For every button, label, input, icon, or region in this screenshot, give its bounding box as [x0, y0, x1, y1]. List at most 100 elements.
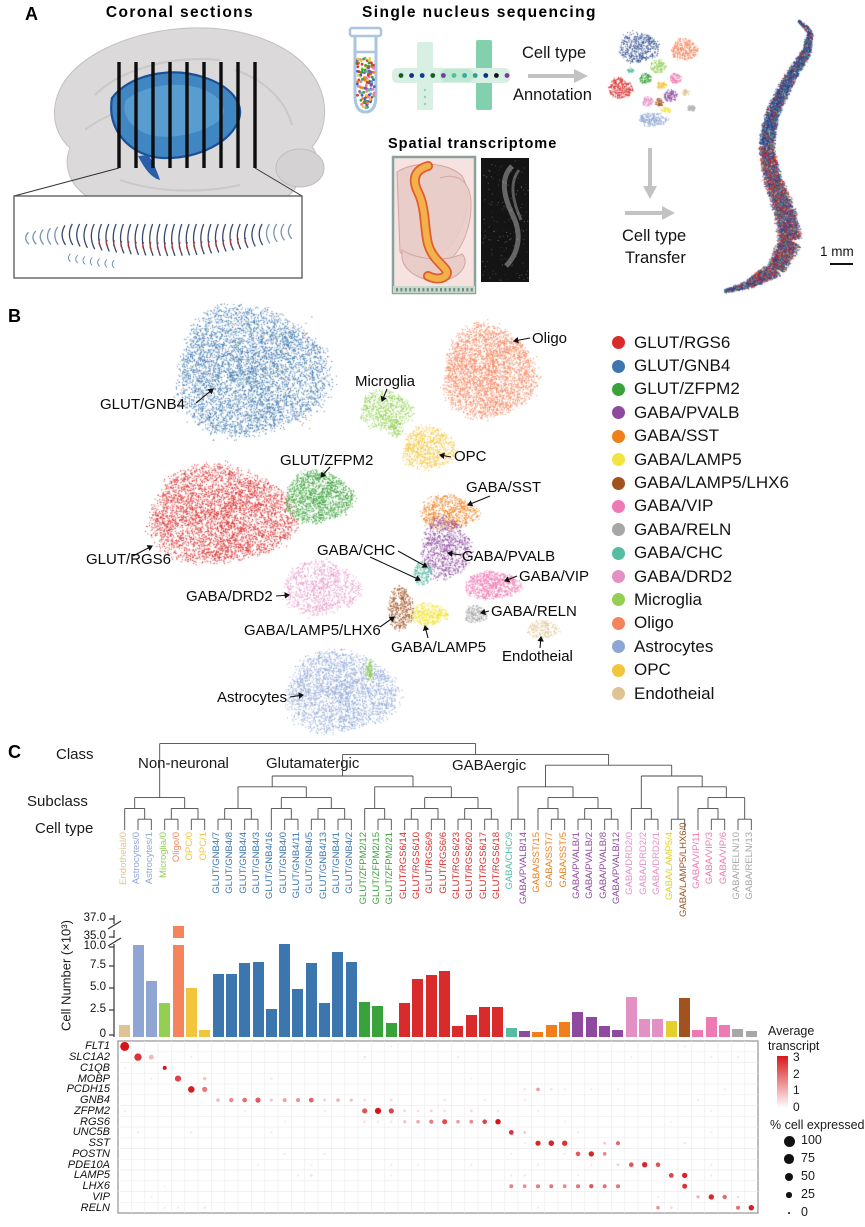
legend-item: GABA/LAMP5 [612, 448, 789, 471]
legend-dot-icon [612, 523, 625, 537]
bar [252, 962, 264, 1037]
gene-label: POSTN [72, 1147, 110, 1160]
single-nucleus-title: Single nucleus sequencing [362, 4, 597, 21]
umap-label-oligo: Oligo [532, 330, 568, 347]
size-legend-dot-icon [785, 1173, 793, 1181]
bar [465, 1014, 477, 1037]
bar [185, 988, 197, 1037]
legend-label: GLUT/RGS6 [634, 332, 731, 352]
legend-item: Microglia [612, 588, 789, 611]
transfer-text-1: Cell type [622, 227, 687, 245]
bar [479, 1007, 491, 1037]
spatial-celltype-map [710, 5, 865, 305]
bar-axis-tick: 2.5 [90, 1003, 106, 1015]
legend-item: GABA/SST [612, 425, 789, 448]
umap-label-glut-zfpm2: GLUT/ZFPM2 [280, 452, 374, 469]
annotation-text-2: Annotation [513, 86, 592, 104]
gene-label: PCDH15 [66, 1083, 110, 1096]
size-legend-dot-icon [784, 1154, 794, 1164]
legend-dot-icon [612, 640, 625, 654]
subclass-row-label: Subclass [27, 793, 88, 810]
legend-dot-icon [612, 687, 625, 701]
legend-label: GABA/LAMP5 [634, 449, 742, 469]
bar-axis-tick: 37.0 [83, 912, 106, 924]
legend-dot-icon [612, 406, 625, 420]
gene-label: SST [88, 1137, 110, 1150]
bar [119, 1025, 131, 1037]
gene-label: VIP [92, 1190, 110, 1203]
bar [199, 1029, 211, 1037]
legend-label: GABA/SST [634, 426, 720, 446]
bar-broken-main [172, 945, 184, 1037]
coronal-sections-title: Coronal sections [105, 4, 255, 21]
umap-plot [0, 300, 615, 740]
bar [279, 944, 291, 1037]
bar [452, 1026, 464, 1037]
scale-label: 1 mm [820, 244, 854, 259]
transfer-text-2: Transfer [625, 249, 686, 267]
legend-label: GABA/CHC [634, 543, 723, 563]
bar [305, 963, 317, 1037]
legend-label: GABA/VIP [634, 496, 714, 516]
legend-dot-icon [612, 429, 625, 443]
bar [145, 981, 157, 1037]
bar-axis-tick: 7.5 [90, 959, 106, 971]
legend-item: GABA/VIP [612, 495, 789, 518]
legend-dot-icon [612, 382, 625, 396]
legend-dot-icon [612, 593, 625, 607]
umap-label-gaba-reln: GABA/RELN [491, 603, 577, 620]
legend-label: OPC [634, 660, 671, 680]
bar [372, 1005, 384, 1037]
color-legend-tick: 3 [793, 1050, 800, 1064]
legend-dot-icon [612, 476, 625, 490]
bar [399, 1002, 411, 1037]
microfluidic-chip-icon [392, 40, 510, 110]
legend-item: GABA/RELN [612, 518, 789, 541]
annotation-text-1: Cell type [522, 44, 587, 62]
celltype-row-label: Cell type [35, 820, 94, 837]
bar [505, 1028, 517, 1037]
bar [385, 1022, 397, 1037]
legend-dot-icon [612, 453, 625, 467]
legend-label: GABA/DRD2 [634, 566, 733, 586]
size-legend-dot-icon [783, 1135, 795, 1147]
gene-label: RGS6 [80, 1115, 110, 1128]
legend-item: GABA/LAMP5/LHX6 [612, 471, 789, 494]
class-glutamatergic: Glutamatergic [266, 755, 360, 772]
size-legend-value: 75 [801, 1151, 815, 1165]
dot-plot [117, 1040, 759, 1214]
legend-dot-icon [612, 336, 625, 350]
bar [719, 1025, 731, 1037]
color-legend-title: Average transcript [768, 1024, 820, 1053]
bar [132, 945, 144, 1037]
coronal-slices [24, 223, 293, 269]
size-legend-title: % cell expressed [770, 1118, 865, 1132]
legend-label: GABA/RELN [634, 519, 732, 539]
panel-c-label: C [8, 742, 21, 762]
cerebellum [275, 148, 325, 188]
gene-label: LHX6 [82, 1180, 110, 1193]
gene-label: ZFPM2 [73, 1104, 110, 1117]
annotation-arrow-icon [528, 69, 588, 83]
tube-icon [348, 26, 383, 114]
bar [585, 1017, 597, 1037]
panel-a-illustration [13, 26, 675, 295]
section-lines [117, 62, 257, 168]
legend-item: Astrocytes [612, 635, 789, 658]
bar [572, 1011, 584, 1037]
legend-item: Endotheial [612, 682, 789, 705]
legend-item: Oligo [612, 612, 789, 635]
bar-axis-tick: 35.0 [83, 930, 106, 942]
bar-axis [107, 915, 122, 1037]
umap-legend: GLUT/RGS6 GLUT/GNB4 GLUT/ZFPM2 GABA/PVALB GA… [612, 331, 789, 705]
bar [225, 974, 237, 1037]
bar [559, 1021, 571, 1037]
bar [292, 989, 304, 1037]
umap-label-gaba-drd2: GABA/DRD2 [186, 588, 273, 605]
legend-dot-icon [612, 616, 625, 630]
legend-item: OPC [612, 658, 789, 681]
panel-a-label: A [25, 4, 38, 24]
umap-label-microglia: Microglia [355, 373, 416, 390]
gene-label: RELN [80, 1201, 110, 1214]
